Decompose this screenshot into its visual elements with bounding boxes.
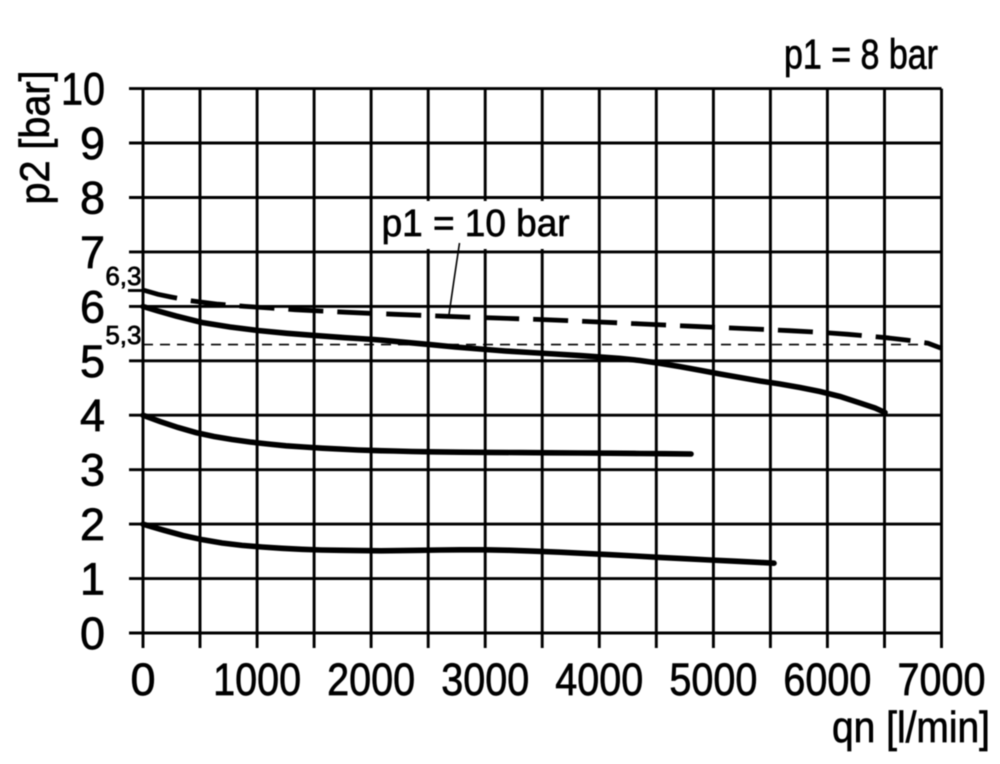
svg-text:p1 = 8 bar: p1 = 8 bar — [784, 31, 938, 78]
svg-text:6000: 6000 — [783, 654, 871, 705]
svg-text:0: 0 — [130, 654, 155, 705]
svg-text:p1 = 10 bar: p1 = 10 bar — [382, 203, 570, 245]
svg-text:4000: 4000 — [555, 654, 643, 705]
svg-text:qn [l/min]: qn [l/min] — [832, 703, 990, 752]
svg-text:9: 9 — [80, 118, 105, 169]
svg-text:2: 2 — [80, 499, 105, 550]
svg-text:5,3: 5,3 — [105, 320, 141, 350]
svg-text:3000: 3000 — [441, 654, 529, 705]
svg-text:5000: 5000 — [669, 654, 757, 705]
svg-text:5: 5 — [80, 336, 105, 387]
svg-text:1000: 1000 — [213, 654, 301, 705]
svg-text:7: 7 — [80, 227, 105, 278]
svg-text:10: 10 — [61, 64, 105, 115]
svg-text:6,3: 6,3 — [105, 261, 141, 291]
svg-text:6: 6 — [80, 281, 105, 332]
svg-text:0: 0 — [80, 608, 105, 659]
svg-text:8: 8 — [80, 173, 105, 224]
svg-text:2000: 2000 — [327, 654, 415, 705]
svg-text:3: 3 — [80, 445, 105, 496]
svg-text:7000: 7000 — [898, 654, 986, 705]
svg-text:4: 4 — [80, 390, 105, 441]
svg-text:p2 [bar]: p2 [bar] — [11, 71, 58, 205]
svg-text:1: 1 — [80, 554, 105, 605]
